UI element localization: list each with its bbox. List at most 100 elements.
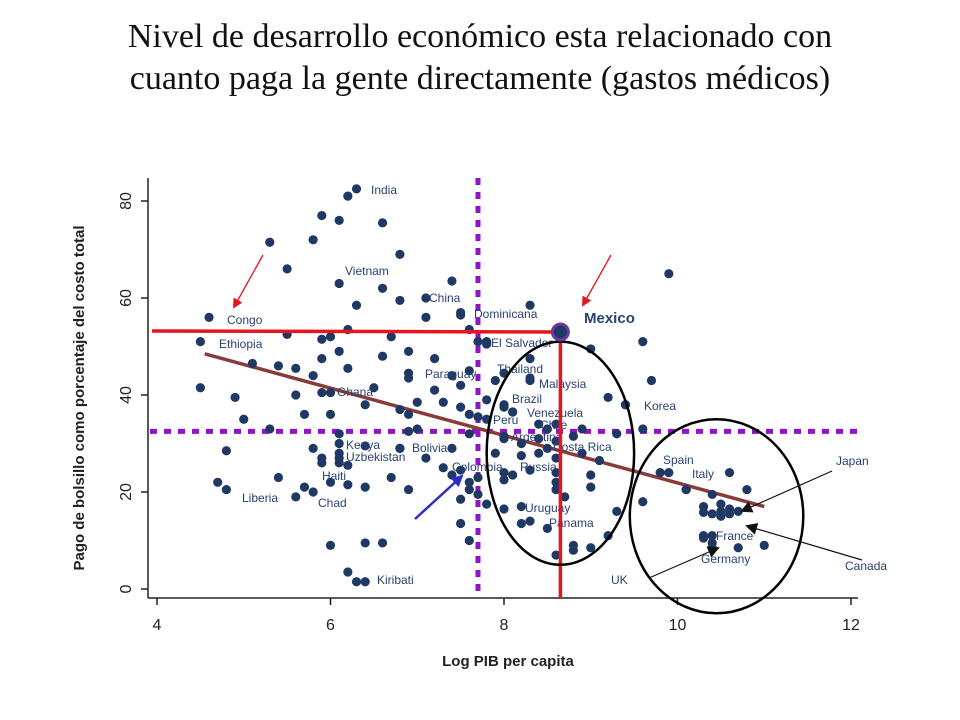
- data-point: [464, 477, 474, 487]
- data-point: [707, 489, 717, 500]
- y-tick-label: 40: [118, 386, 135, 404]
- data-point: [317, 387, 327, 398]
- point-label: Congo: [227, 313, 263, 327]
- data-point: [638, 337, 648, 347]
- data-point: [395, 295, 405, 306]
- data-point: [299, 409, 310, 419]
- point-label: Bolivia: [412, 441, 448, 455]
- point-label: Paraguay: [425, 367, 476, 381]
- data-point: [499, 468, 509, 478]
- data-point: [681, 484, 691, 495]
- data-point: [551, 453, 561, 463]
- point-label: Russia: [520, 460, 557, 474]
- data-point: [403, 426, 414, 436]
- data-point: [464, 429, 474, 439]
- data-point: [421, 312, 431, 322]
- data-point: [334, 453, 344, 463]
- point-label: Argentina: [511, 430, 563, 444]
- data-point: [733, 543, 743, 553]
- data-point: [430, 354, 440, 364]
- data-point: [412, 424, 422, 434]
- x-tick-label: 10: [669, 617, 687, 634]
- data-point: [213, 477, 223, 487]
- data-point: [291, 363, 301, 373]
- data-point: [317, 354, 327, 364]
- data-point: [499, 431, 509, 441]
- data-point: [265, 237, 275, 247]
- data-point: [195, 383, 205, 393]
- data-point: [551, 550, 561, 560]
- data-point: [308, 487, 318, 497]
- data-point: [360, 441, 370, 451]
- data-point: [499, 504, 509, 514]
- mexico-line-horizontal: [151, 329, 561, 334]
- title-line-2: cuanto paga la gente directamente (gasto…: [129, 60, 831, 97]
- data-point: [325, 332, 336, 342]
- data-point: [594, 455, 605, 466]
- mexico-label: Mexico: [584, 310, 635, 327]
- point-label: Costa Rica: [553, 440, 612, 454]
- data-point: [308, 443, 318, 453]
- data-point: [308, 371, 318, 381]
- data-point: [291, 390, 301, 400]
- point-label: Vietnam: [345, 264, 389, 278]
- data-point: [369, 383, 379, 393]
- data-point: [499, 475, 509, 485]
- data-point: [586, 482, 596, 492]
- data-point: [247, 358, 258, 369]
- data-point: [525, 516, 535, 526]
- mexico-point: [550, 322, 570, 342]
- data-point: [221, 484, 231, 495]
- data-point: [421, 453, 431, 463]
- data-point: [360, 482, 370, 492]
- data-points: [195, 184, 769, 587]
- data-point: [568, 431, 579, 441]
- data-point: [516, 438, 526, 449]
- data-point: [456, 402, 466, 412]
- data-point: [334, 429, 344, 439]
- data-point: [664, 269, 674, 279]
- data-point: [473, 472, 483, 483]
- point-label: Malaysia: [539, 377, 587, 391]
- data-point: [551, 419, 561, 429]
- data-point: [421, 293, 431, 303]
- point-label: Kenya: [346, 438, 380, 452]
- y-tick-label: 80: [118, 192, 135, 210]
- data-point: [473, 337, 483, 347]
- trend-line: [204, 352, 765, 509]
- data-point: [482, 499, 492, 509]
- data-point: [395, 443, 405, 453]
- data-point: [551, 484, 561, 495]
- data-point: [551, 477, 561, 487]
- data-point: [403, 368, 414, 378]
- data-point: [377, 538, 388, 548]
- data-point: [403, 409, 414, 419]
- data-point: [525, 465, 535, 475]
- data-point: [377, 218, 388, 228]
- data-point: [698, 531, 709, 541]
- data-point: [724, 468, 735, 478]
- data-point: [447, 443, 457, 453]
- data-point: [343, 363, 353, 373]
- data-point: [299, 482, 310, 492]
- data-point: [325, 409, 336, 419]
- data-point: [551, 468, 561, 478]
- point-label: Spain: [663, 453, 694, 467]
- annotations: Mexico: [151, 254, 863, 615]
- data-point: [464, 409, 474, 419]
- data-point: [534, 434, 544, 444]
- data-point: [239, 414, 249, 424]
- data-point: [195, 337, 205, 347]
- axes: [147, 178, 858, 599]
- data-point: [412, 397, 422, 407]
- data-point: [334, 438, 344, 449]
- data-point: [204, 312, 214, 322]
- data-point: [343, 460, 353, 470]
- data-point: [707, 509, 717, 519]
- x-tick-label: 8: [500, 617, 509, 634]
- data-point: [516, 451, 526, 461]
- data-point: [360, 400, 370, 410]
- data-point: [447, 276, 457, 286]
- data-point: [403, 346, 414, 356]
- data-point: [516, 518, 526, 529]
